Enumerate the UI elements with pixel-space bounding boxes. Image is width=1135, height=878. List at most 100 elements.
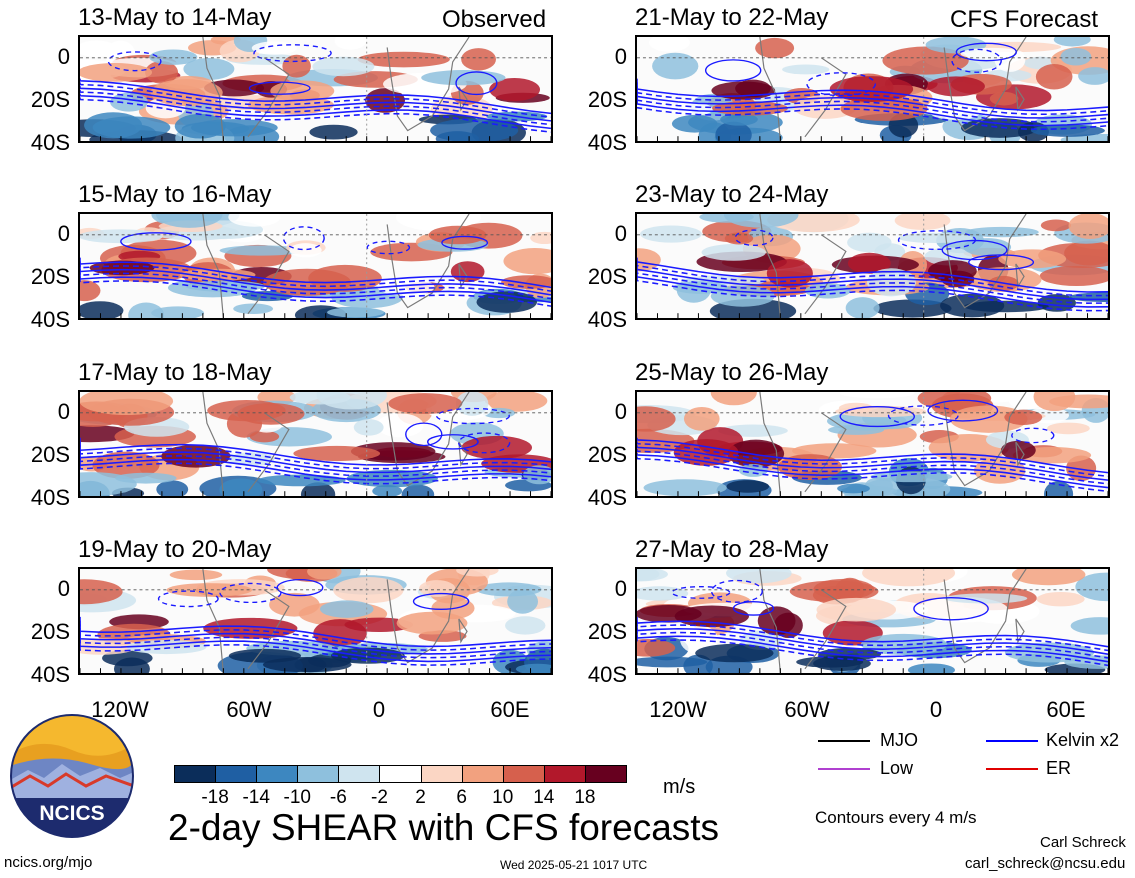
shear-shading-blob bbox=[862, 569, 956, 587]
panel-title: 25-May to 26-May bbox=[635, 359, 829, 386]
y-tick-label: 20S bbox=[30, 263, 70, 289]
legend-label-kelvin: Kelvin x2 bbox=[1046, 730, 1120, 750]
shear-shading-blob bbox=[1068, 214, 1108, 239]
shear-shading-blob bbox=[92, 451, 160, 479]
kelvin-contour bbox=[80, 452, 551, 481]
shear-shading-blob bbox=[293, 445, 381, 462]
coastline bbox=[202, 569, 290, 673]
shear-shading-blob bbox=[156, 480, 189, 496]
shear-shading-blob bbox=[151, 306, 205, 318]
shear-shading-blob bbox=[92, 116, 171, 139]
kelvin-closed-contour bbox=[927, 399, 999, 422]
shear-shading-blob bbox=[1040, 219, 1072, 232]
shear-shading-blob bbox=[674, 605, 749, 628]
shear-map-panel bbox=[635, 567, 1110, 675]
panel-title: 19-May to 20-May bbox=[78, 536, 272, 563]
shear-shading-blob bbox=[960, 47, 1024, 60]
chart-title: 2-day SHEAR with CFS forecasts bbox=[168, 807, 720, 848]
kelvin-contour bbox=[80, 448, 551, 477]
y-tick-label: 20S bbox=[587, 618, 627, 644]
kelvin-contour bbox=[637, 257, 1108, 293]
shear-shading-blob bbox=[372, 484, 403, 496]
y-tick-label: 40S bbox=[30, 307, 70, 332]
kelvin-contour bbox=[637, 456, 1108, 493]
kelvin-contour bbox=[80, 86, 551, 122]
shear-shading-blob bbox=[963, 238, 1012, 257]
kelvin-closed-contour bbox=[157, 590, 219, 608]
legend-swatch-low bbox=[818, 768, 870, 770]
shear-shading-blob bbox=[643, 479, 727, 496]
shear-shading-blob bbox=[1070, 617, 1108, 635]
shear-map-panel bbox=[635, 212, 1110, 320]
shear-shading-blob bbox=[80, 301, 124, 318]
shear-shading-blob bbox=[766, 259, 813, 288]
colorbar-cell bbox=[502, 765, 545, 783]
shear-shading-blob bbox=[89, 260, 155, 276]
kelvin-contour bbox=[80, 620, 551, 651]
shear-shading-blob bbox=[309, 124, 358, 140]
kelvin-contour bbox=[637, 89, 1108, 123]
kelvin-contour bbox=[80, 93, 551, 130]
kelvin-contour bbox=[637, 452, 1108, 489]
shear-shading-blob bbox=[353, 419, 384, 436]
shear-shading-blob bbox=[726, 480, 770, 493]
x-tick-left-60w: 60W bbox=[226, 697, 272, 722]
x-tick-left-120w: 120W bbox=[91, 697, 149, 722]
shear-shading-blob bbox=[145, 61, 179, 84]
kelvin-contour bbox=[637, 261, 1108, 297]
kelvin-contour bbox=[637, 97, 1108, 131]
y-tick-label: 0 bbox=[614, 220, 627, 246]
kelvin-contour bbox=[637, 631, 1108, 663]
coastline bbox=[943, 37, 1027, 132]
panel-title: 13-May to 14-May bbox=[78, 4, 272, 31]
shear-shading-blob bbox=[652, 52, 699, 80]
shear-shading-blob bbox=[1039, 266, 1108, 286]
author-email[interactable]: carl_schreck@ncsu.edu bbox=[965, 855, 1126, 872]
kelvin-closed-contour bbox=[734, 229, 774, 246]
kelvin-contour bbox=[80, 82, 551, 118]
shear-shading-blob bbox=[898, 232, 973, 244]
kelvin-closed-contour bbox=[710, 579, 763, 603]
colorbar-tick-label: 6 bbox=[456, 787, 467, 808]
colorbar-tick-label: -18 bbox=[201, 787, 229, 808]
kelvin-closed-contour bbox=[941, 239, 1008, 261]
shear-shading-blob bbox=[1078, 67, 1108, 85]
y-tick-label: 0 bbox=[57, 220, 70, 246]
kelvin-contour bbox=[637, 624, 1108, 655]
colorbar-cell bbox=[297, 765, 340, 783]
shear-shading-blob bbox=[671, 114, 718, 133]
shear-shading-blob bbox=[637, 656, 708, 668]
site-link[interactable]: ncics.org/mjo bbox=[4, 854, 93, 871]
kelvin-closed-contour bbox=[955, 42, 1017, 62]
shear-shading-blob bbox=[818, 647, 882, 661]
colorbar-tick-label: -2 bbox=[371, 787, 388, 808]
kelvin-contour bbox=[80, 89, 551, 126]
shear-shading-blob bbox=[80, 40, 118, 57]
y-tick-label: 40S bbox=[30, 130, 70, 155]
shear-shading-blob bbox=[320, 600, 374, 618]
x-tick-right-120w: 120W bbox=[649, 697, 707, 722]
shear-shading-blob bbox=[80, 579, 123, 605]
shear-shading-blob bbox=[845, 297, 880, 318]
kelvin-contour bbox=[637, 437, 1108, 474]
shear-shading-blob bbox=[847, 232, 892, 253]
shear-shading-blob bbox=[80, 62, 153, 82]
shear-shading-blob bbox=[461, 435, 532, 460]
kelvin-closed-contour bbox=[366, 240, 411, 255]
kelvin-closed-contour bbox=[435, 407, 510, 425]
y-tick-label: 0 bbox=[614, 43, 627, 69]
kelvin-closed-contour bbox=[253, 44, 332, 63]
shear-shading-blob bbox=[1031, 124, 1105, 137]
shear-shading-blob bbox=[738, 464, 768, 477]
kelvin-contour bbox=[637, 86, 1108, 119]
shear-shading-blob bbox=[191, 119, 278, 137]
kelvin-closed-contour bbox=[704, 59, 762, 82]
coastline bbox=[202, 37, 290, 141]
coastline bbox=[458, 263, 468, 289]
panel-title: 21-May to 22-May bbox=[635, 4, 829, 31]
shear-shading-blob bbox=[816, 597, 897, 622]
kelvin-contour bbox=[80, 616, 551, 648]
y-tick-label: 40S bbox=[587, 662, 627, 687]
kelvin-contour bbox=[80, 78, 551, 115]
shear-shading-blob bbox=[839, 392, 915, 399]
